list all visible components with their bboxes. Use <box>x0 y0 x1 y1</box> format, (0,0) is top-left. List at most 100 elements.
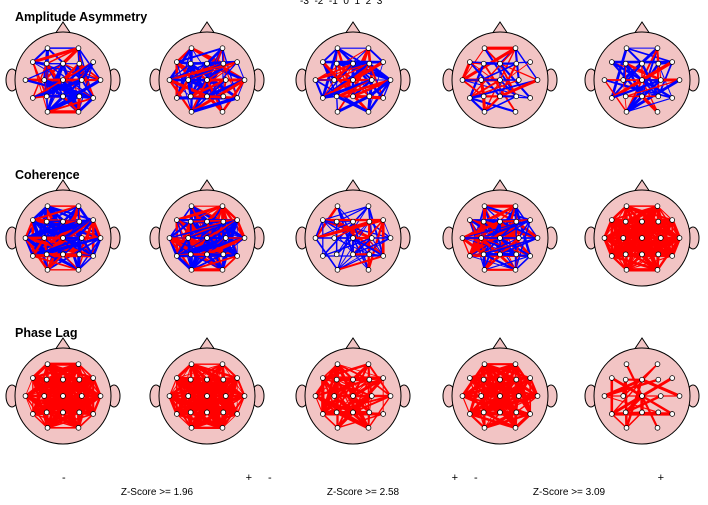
electrode-dot <box>234 59 240 65</box>
legend-z-196: - + Z-Score >= 1.96 <box>62 472 252 502</box>
electrode-dot <box>320 95 326 101</box>
electrode-dot <box>639 93 645 100</box>
electrode-dot <box>655 251 662 258</box>
electrode-dot <box>97 77 104 83</box>
electrode-dot <box>350 251 356 258</box>
electrode-dot <box>655 409 662 416</box>
electrode-dot <box>222 393 229 399</box>
electrode-dot <box>219 361 226 367</box>
legend-plus: + <box>657 472 664 484</box>
electrode-dot <box>78 393 85 399</box>
electrode-dot <box>654 425 661 431</box>
connection-line <box>24 378 48 398</box>
electrode-dot <box>30 253 36 259</box>
electrode-dot <box>480 251 487 258</box>
connection-line <box>610 236 682 258</box>
electrode-dot <box>467 95 473 101</box>
connection-line <box>77 413 95 429</box>
connection-line <box>468 236 483 257</box>
electrode-dot <box>655 218 662 225</box>
connection-line <box>640 394 674 416</box>
connection-line <box>175 236 190 258</box>
head-map <box>5 337 121 445</box>
electrode-dot <box>97 393 104 399</box>
connection-line <box>641 253 658 271</box>
electrode-dot <box>350 235 356 241</box>
electrode-dot <box>609 375 615 381</box>
legend-caption: Z-Score >= 3.09 <box>532 487 606 498</box>
electrode-dot <box>44 425 51 431</box>
electrode-dot <box>220 60 227 67</box>
electrode-dot <box>204 218 210 225</box>
electrode-dot <box>43 376 50 383</box>
electrode-dot <box>234 253 240 259</box>
electrode-dot <box>676 235 683 241</box>
electrode-dot <box>639 60 645 67</box>
connection-line <box>610 46 628 100</box>
electrode-dot <box>43 60 50 67</box>
electrode-dot <box>320 375 326 381</box>
connection-line <box>482 394 539 414</box>
electrode-dot <box>512 425 519 431</box>
connection-line <box>189 395 246 414</box>
connection-line <box>205 236 247 256</box>
connection-line <box>176 413 193 429</box>
connection-line <box>190 412 239 430</box>
electrode-dot <box>30 95 36 101</box>
connection-line <box>480 62 518 81</box>
connection-line <box>623 394 644 415</box>
connection-line <box>25 377 34 397</box>
electrode-dot <box>188 45 195 51</box>
electrode-dot <box>609 217 615 223</box>
connection-line <box>610 254 628 271</box>
electrode-dot <box>497 235 503 241</box>
electrode-dot <box>76 218 83 225</box>
electrode-dot <box>622 218 629 225</box>
electrode-dot <box>320 59 326 65</box>
electrode-dot <box>220 218 227 225</box>
electrode-dot <box>331 77 338 83</box>
electrode-dot <box>188 109 195 115</box>
electrode-dot <box>333 218 340 225</box>
connection-line <box>168 219 238 239</box>
electrode-dot <box>655 376 662 383</box>
electrode-dot <box>204 251 210 258</box>
connection-line <box>352 237 392 256</box>
electrode-dot <box>676 77 683 83</box>
connection-line <box>80 236 95 258</box>
connection-line <box>625 253 644 272</box>
connection-line <box>31 47 49 64</box>
electrode-dot <box>219 45 226 51</box>
connection-line <box>46 413 95 429</box>
electrode-dot <box>41 235 48 241</box>
connection-line <box>611 363 659 415</box>
electrode-dot <box>187 251 194 258</box>
electrode-dot <box>609 59 615 65</box>
electrode-dot <box>219 109 226 115</box>
connection-line <box>168 78 193 113</box>
electrode-dot <box>174 217 180 223</box>
connection-line <box>479 378 518 398</box>
electrode-dot <box>513 93 520 100</box>
connection-line <box>221 394 246 429</box>
electrode-dot <box>669 253 675 259</box>
connection-line <box>499 395 539 413</box>
electrode-dot <box>334 203 341 209</box>
connection-line <box>314 379 338 397</box>
connection-line <box>670 218 682 240</box>
electrode-dot <box>22 393 29 399</box>
legend-gradient-line <box>278 479 446 483</box>
electrode-dot <box>623 45 630 51</box>
connection-line <box>333 63 370 81</box>
electrode-dot <box>387 77 394 83</box>
head-map <box>149 21 265 129</box>
electrode-dot <box>30 59 36 65</box>
connection-lines <box>314 204 392 271</box>
electrode-dot <box>174 59 180 65</box>
electrode-dot <box>320 411 326 417</box>
electrode-dot <box>654 109 661 115</box>
connection-line <box>236 61 246 81</box>
connection-line <box>334 410 371 430</box>
connection-line <box>461 220 502 240</box>
connection-line <box>77 363 95 379</box>
